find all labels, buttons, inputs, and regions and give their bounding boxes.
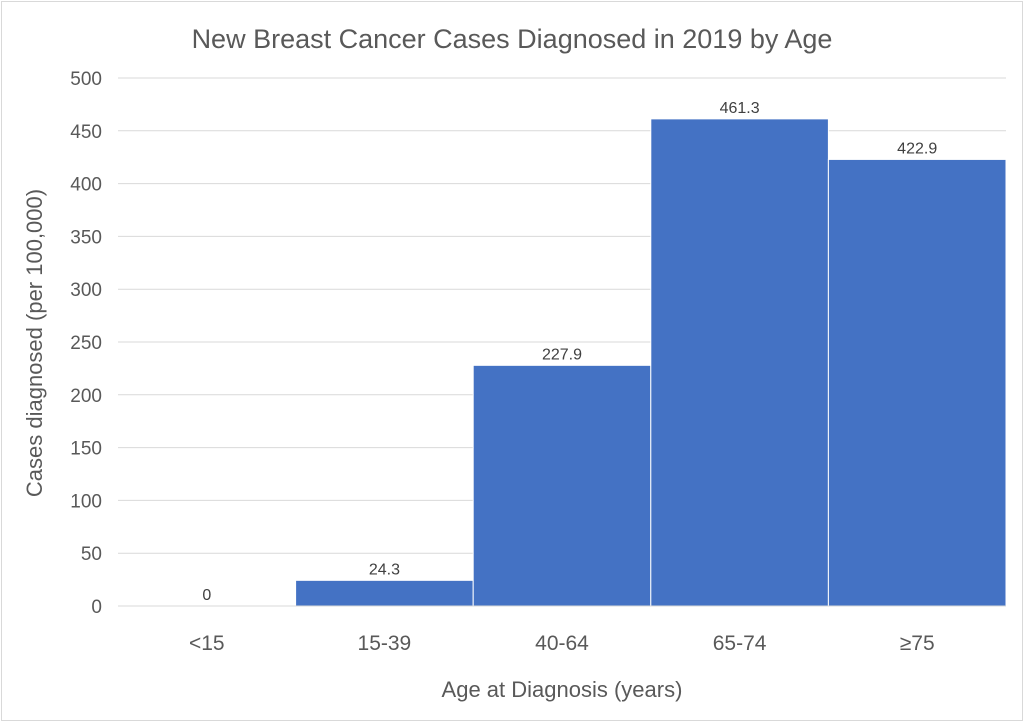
chart-title: New Breast Cancer Cases Diagnosed in 201…: [192, 24, 833, 54]
y-axis-ticks: 0 50 100 150 200 250 300 350 400 450 500: [70, 69, 102, 618]
y-tick-label: 350: [70, 227, 102, 248]
x-category-label: 40-64: [535, 632, 589, 655]
x-category-label: ≥75: [900, 632, 935, 655]
x-category-label: <15: [189, 632, 225, 655]
y-tick-label: 150: [70, 439, 102, 460]
y-tick-label: 100: [70, 491, 102, 512]
data-label: 24.3: [369, 561, 400, 578]
data-label: 422.9: [897, 140, 937, 157]
data-label: 461.3: [720, 100, 760, 117]
y-tick-label: 50: [81, 544, 102, 565]
x-axis-categories: <15 15-39 40-64 65-74 ≥75: [189, 632, 935, 655]
y-tick-label: 500: [70, 69, 102, 90]
y-tick-label: 250: [70, 333, 102, 354]
y-tick-label: 300: [70, 280, 102, 301]
y-axis-title: Cases diagnosed (per 100,000): [22, 189, 47, 497]
bar: [295, 579, 474, 607]
y-tick-label: 0: [91, 597, 102, 618]
y-tick-label: 200: [70, 386, 102, 407]
y-tick-label: 400: [70, 175, 102, 196]
bar: [650, 118, 829, 607]
bar: [472, 364, 652, 607]
data-labels: 0 24.3 227.9 461.3 422.9: [202, 100, 937, 604]
data-label: 227.9: [542, 346, 582, 363]
bars: [295, 118, 1007, 607]
bar: [827, 158, 1007, 607]
x-axis-title: Age at Diagnosis (years): [442, 677, 683, 702]
y-tick-label: 450: [70, 122, 102, 143]
x-category-label: 65-74: [713, 632, 767, 655]
x-category-label: 15-39: [358, 632, 412, 655]
data-label: 0: [202, 587, 211, 604]
